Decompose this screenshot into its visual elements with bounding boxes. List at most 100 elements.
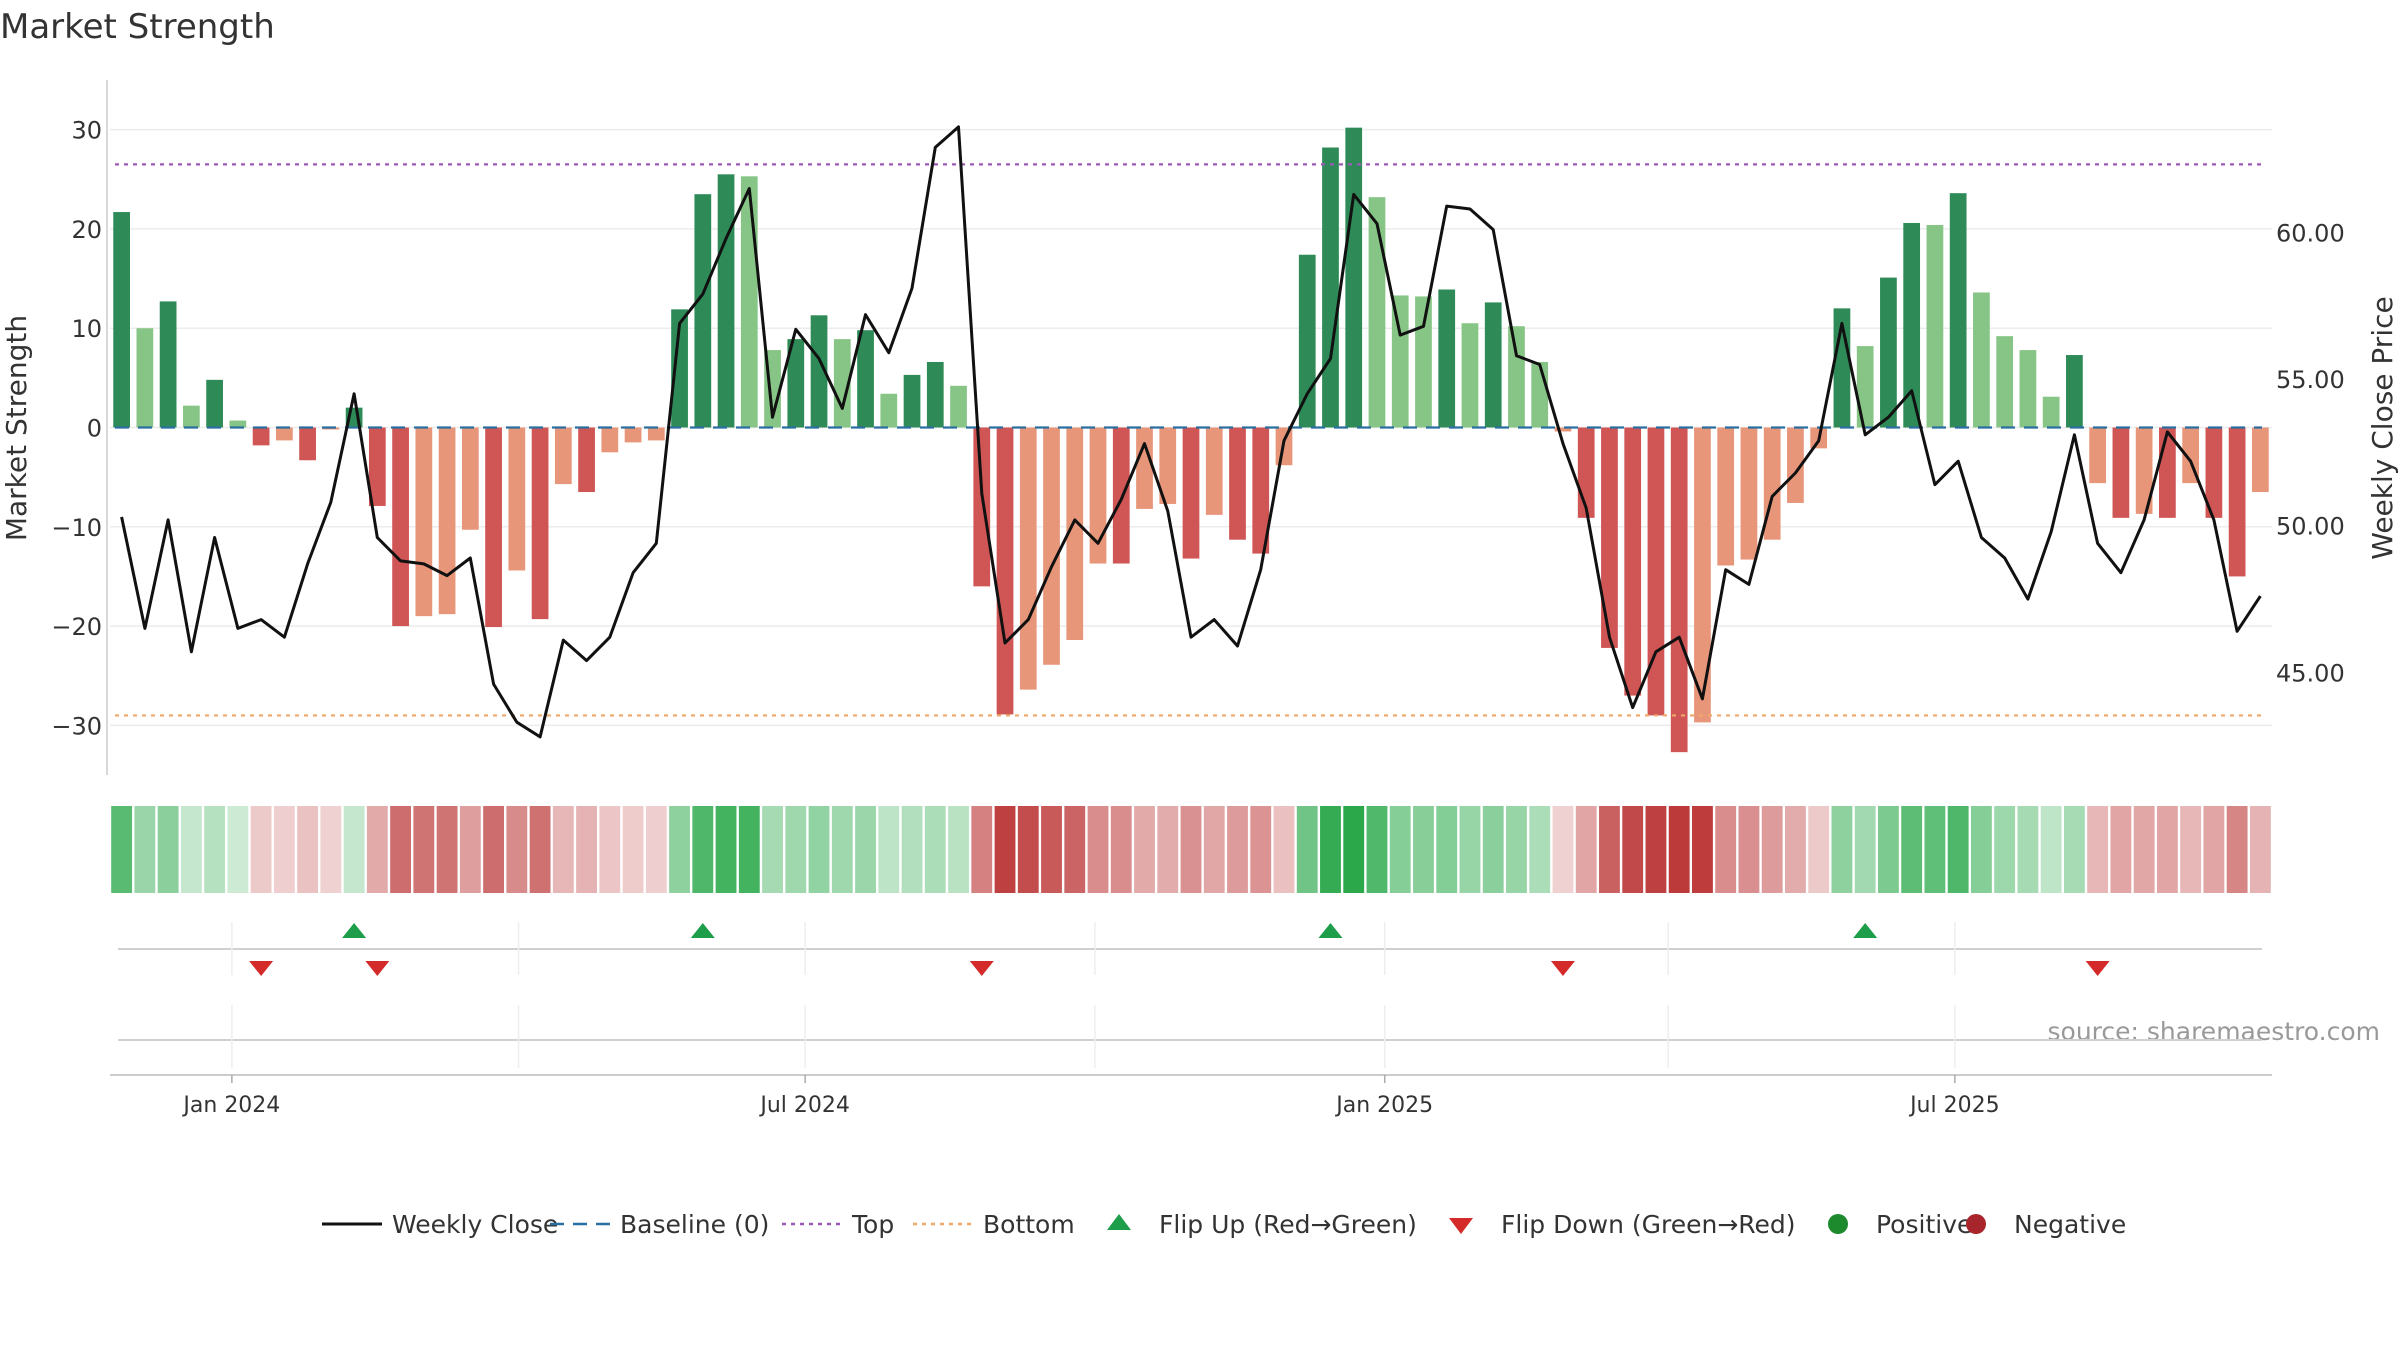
heat-cell bbox=[1389, 806, 1411, 893]
legend-label-baseline: Baseline (0) bbox=[620, 1210, 769, 1239]
heat-cell bbox=[366, 806, 388, 893]
strength-bar bbox=[624, 427, 642, 443]
heat-cell bbox=[1110, 806, 1132, 893]
time-axis: Jan 2024 Jul 2024 Jan 2025 Jul 2025 bbox=[110, 922, 2272, 1118]
heat-cell bbox=[1250, 806, 1272, 893]
heat-cell bbox=[1017, 806, 1039, 893]
y-tick-label: −20 bbox=[51, 613, 102, 641]
heat-cell bbox=[738, 806, 760, 893]
heat-cell bbox=[529, 806, 551, 893]
heat-cell bbox=[1994, 806, 2016, 893]
strength-bar bbox=[1322, 147, 1339, 428]
heat-cell bbox=[157, 806, 179, 893]
heat-cell bbox=[1366, 806, 1388, 893]
strength-bar bbox=[2252, 427, 2269, 493]
strength-bar bbox=[1694, 427, 1711, 723]
heat-cell bbox=[111, 806, 133, 893]
heat-cell bbox=[227, 806, 249, 893]
heat-cell bbox=[2063, 806, 2085, 893]
y-tick-label: −30 bbox=[51, 712, 102, 740]
heat-cell bbox=[343, 806, 365, 893]
y-axis-label: Market Strength bbox=[0, 315, 33, 541]
axes-layer: −30 −20 −10 0 10 20 30 45.00 50.00 55.00 60.00 bbox=[51, 80, 2345, 775]
heat-cell bbox=[2040, 806, 2062, 893]
legend-label-flip-up: Flip Up (Red→Green) bbox=[1159, 1210, 1417, 1239]
heat-cell bbox=[971, 806, 993, 893]
heat-cell bbox=[855, 806, 876, 893]
heat-cell bbox=[622, 806, 644, 893]
heat-cell bbox=[1785, 806, 1806, 893]
heat-cell bbox=[1296, 806, 1318, 893]
strength-bar bbox=[671, 309, 688, 428]
strength-bar bbox=[973, 427, 991, 587]
strength-bar bbox=[578, 427, 595, 493]
strength-bar bbox=[461, 427, 479, 530]
strength-bar bbox=[1670, 427, 1688, 753]
heat-cell bbox=[459, 806, 481, 893]
y-tick-label: 10 bbox=[71, 315, 102, 343]
heat-cell bbox=[762, 806, 783, 893]
strength-bar bbox=[1880, 277, 1897, 428]
heat-cell bbox=[1343, 806, 1365, 893]
flip-up-marker bbox=[1318, 923, 1343, 938]
strength-bar bbox=[554, 427, 572, 485]
strength-bar bbox=[1415, 296, 1432, 428]
heat-cell bbox=[1134, 806, 1155, 893]
flip-down-marker bbox=[969, 961, 994, 976]
legend-label-flip-down: Flip Down (Green→Red) bbox=[1501, 1210, 1796, 1239]
y2-tick-label: 55.00 bbox=[2276, 366, 2345, 394]
heat-cell bbox=[204, 806, 226, 893]
strength-bar bbox=[531, 427, 549, 620]
reference-lines bbox=[115, 163, 2262, 717]
legend-label-bottom: Bottom bbox=[983, 1210, 1075, 1239]
strength-bar bbox=[1996, 336, 2014, 428]
heat-cell bbox=[1482, 806, 1504, 893]
strength-bar bbox=[1926, 224, 1944, 428]
strength-bar bbox=[415, 427, 433, 617]
strength-bar bbox=[182, 405, 200, 428]
heat-cell bbox=[924, 806, 946, 893]
strength-bar bbox=[1019, 427, 1037, 690]
heat-cell bbox=[1459, 806, 1481, 893]
heat-cell bbox=[692, 806, 714, 893]
strength-bar bbox=[717, 174, 735, 428]
heat-cell bbox=[576, 806, 597, 893]
strength-bar bbox=[1252, 427, 1270, 554]
heat-cell bbox=[1506, 806, 1527, 893]
heat-cell bbox=[1831, 806, 1853, 893]
heat-cell bbox=[1273, 806, 1295, 893]
heat-cell bbox=[1738, 806, 1760, 893]
strength-bar bbox=[926, 361, 944, 428]
heat-cell bbox=[1692, 806, 1713, 893]
heat-cell bbox=[2110, 806, 2132, 893]
heat-cell bbox=[1599, 806, 1620, 893]
heat-cell bbox=[715, 806, 737, 893]
strength-bar bbox=[1368, 197, 1386, 428]
strength-bar bbox=[1554, 427, 1572, 432]
heat-cell bbox=[1901, 806, 1923, 893]
heat-cell bbox=[2133, 806, 2155, 893]
heat-cell bbox=[506, 806, 528, 893]
flip-down-marker bbox=[2085, 961, 2110, 976]
heat-cell bbox=[1064, 806, 1086, 893]
strength-bar bbox=[833, 339, 851, 428]
strength-bar bbox=[1159, 427, 1177, 504]
heat-cell bbox=[134, 806, 156, 893]
strength-bar bbox=[880, 393, 898, 428]
heat-cell bbox=[1320, 806, 1341, 893]
strength-bar bbox=[299, 427, 316, 461]
strength-bar bbox=[1949, 193, 1967, 428]
strength-bar bbox=[1647, 427, 1665, 716]
flip-up-marker bbox=[690, 923, 715, 938]
heat-cell bbox=[1947, 806, 1969, 893]
heat-cell bbox=[1041, 806, 1062, 893]
strength-bar bbox=[1438, 289, 1456, 428]
strength-bar bbox=[694, 194, 712, 428]
heat-cell bbox=[1413, 806, 1434, 893]
heat-cell bbox=[1808, 806, 1830, 893]
strength-bar bbox=[1973, 292, 1990, 428]
strength-bar bbox=[2205, 427, 2223, 518]
heat-cell bbox=[785, 806, 807, 893]
flip-down-marker bbox=[365, 961, 390, 976]
heat-cell bbox=[1715, 806, 1737, 893]
